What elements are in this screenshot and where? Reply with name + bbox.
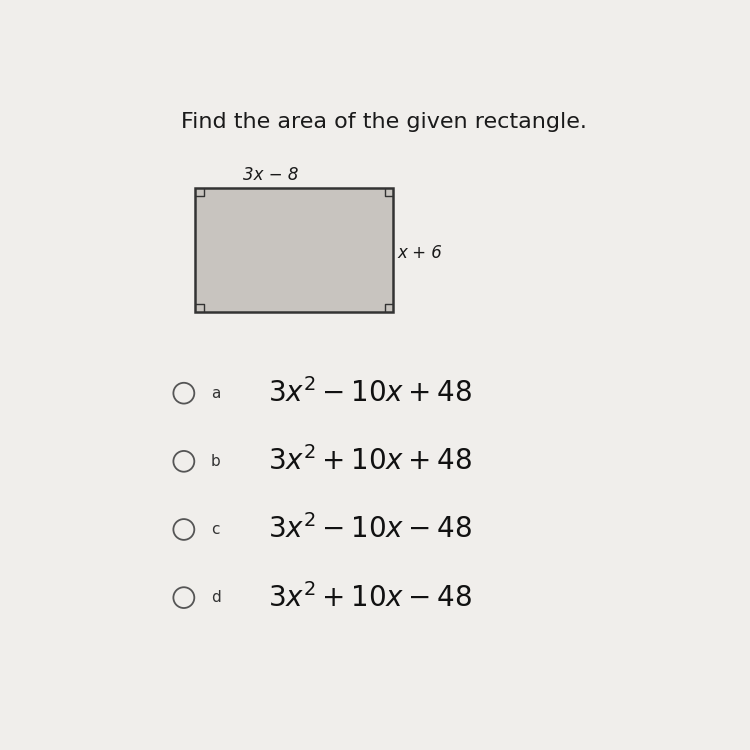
Text: $3x^2 - 10x + 48$: $3x^2 - 10x + 48$ <box>268 378 472 408</box>
Text: $3x^2 - 10x - 48$: $3x^2 - 10x - 48$ <box>268 514 472 544</box>
Text: $3x^2 + 10x - 48$: $3x^2 + 10x - 48$ <box>268 583 472 613</box>
Text: x + 6: x + 6 <box>398 244 442 262</box>
Text: Find the area of the given rectangle.: Find the area of the given rectangle. <box>182 112 587 132</box>
Text: c: c <box>211 522 220 537</box>
Text: a: a <box>211 386 220 400</box>
Bar <box>196 188 393 312</box>
Text: d: d <box>211 590 220 605</box>
Text: 3x − 8: 3x − 8 <box>243 166 298 184</box>
Text: $3x^2 + 10x + 48$: $3x^2 + 10x + 48$ <box>268 446 472 476</box>
Text: b: b <box>211 454 220 469</box>
